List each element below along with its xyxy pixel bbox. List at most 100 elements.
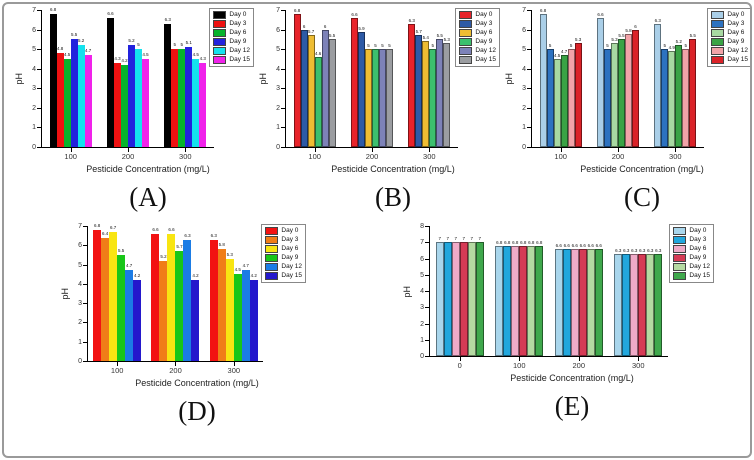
bar-value-label: 6.8 [512,239,519,245]
bar: 5.4 [422,36,430,147]
legend-swatch [213,38,227,46]
y-tick-mark [83,264,87,266]
y-tick-label: 6 [420,255,424,263]
bar: 6 [300,24,308,147]
chart-b: pH 0 1 2 3 4 5 6 7 6.8 6 5.7 4.6 6 5.5 100 6.6 5.9 5 5 5 5 200… [258,7,502,174]
legend-label: Day 3 [727,19,745,27]
chart-c: pH 0 1 2 3 4 5 6 7 6.8 5 4.5 4.7 5 5.3 100 6.6 5 5.3 5.5 5.8… [504,7,750,174]
bar: 6.3 [209,233,218,361]
bar-value-label: 5.5 [689,33,696,39]
legend-item: Day 0 [459,11,496,19]
bar-value-label: 6.6 [563,242,570,248]
bar: 6.3 [630,248,639,356]
bar: 6.6 [578,243,587,356]
legend-label: Day 15 [281,271,302,279]
y-tick-label: 5 [522,46,526,54]
bar: 4.2 [120,58,128,147]
bar: 6.3 [654,18,662,147]
y-axis: 0 1 2 3 4 5 6 7 [25,7,41,151]
bar-value-label: 5 [388,43,391,49]
bar-value-label: 4.5 [142,51,149,57]
bar: 5.5 [689,34,697,147]
bar: 5 [603,44,611,147]
legend-item: Day 12 [265,263,302,271]
legend-swatch [673,272,687,280]
bar: 5.7 [175,245,184,361]
legend-swatch [265,272,279,280]
bar: 5 [378,44,386,147]
legend-swatch [459,47,473,55]
bar-value-label: 6.3 [655,247,662,253]
bar-value-label: 5.7 [415,29,422,35]
bar: 6.8 [519,240,528,356]
bar: 6.8 [511,240,520,356]
y-tick-label: 8 [420,223,424,230]
legend-label: Day 6 [689,244,707,252]
bar: 5 [661,44,669,147]
x-tick-label: 100 [64,152,77,161]
bar: 5.7 [307,30,315,147]
bar-group: 6.8 6 5.7 4.6 6 5.5 100 [293,8,336,161]
bar: 4.2 [191,273,200,361]
legend-label: Day 0 [229,10,247,18]
y-tick-label: 1 [420,336,424,344]
bar: 6 [321,24,329,147]
bar-group: 6.3 5 4.9 5.2 5 5.5 300 [654,10,697,161]
legend-item: Day 9 [711,38,748,46]
y-tick-label: 6 [78,242,82,250]
legend-item: Day 12 [459,47,496,55]
bar: 6.8 [93,223,102,361]
legend-swatch [213,20,227,28]
y-tick-mark [83,341,87,343]
legend-swatch [673,236,687,244]
legend-swatch [265,254,279,262]
bar: 4.6 [314,51,322,147]
bar-value-label: 4.6 [315,50,322,56]
bar-value-label: 6.6 [587,242,594,248]
legend-label: Day 12 [475,46,496,54]
bar: 6.3 [638,248,647,356]
y-tick-label: 5 [32,46,36,54]
y-tick-mark [37,68,41,70]
bar: 6.8 [49,7,57,147]
bar: 5.3 [225,252,234,361]
y-tick-label: 2 [420,320,424,328]
bar: 7 [451,237,460,356]
y-axis-label: pH [14,73,24,85]
bar-value-label: 5.2 [675,39,682,45]
y-tick-label: 6 [276,26,280,34]
legend-label: Day 9 [727,37,745,45]
bar-value-label: 6.6 [571,242,578,248]
y-tick-mark [281,88,285,90]
legend-swatch [459,11,473,19]
bar-value-label: 4.9 [668,45,675,51]
bar-value-label: 4.7 [85,48,92,54]
y-tick-label: 5 [276,46,280,54]
bar-value-label: 4.2 [192,273,199,278]
y-tick-label: 6 [32,26,36,34]
y-tick-label: 4 [32,65,36,73]
y-tick-label: 0 [420,353,424,360]
bar-value-label: 5.2 [160,253,167,259]
legend-label: Day 15 [689,271,710,279]
bar: 4.7 [560,49,568,147]
x-axis-label: Pesticide Concentration (mg/L) [331,164,455,174]
legend-item: Day 3 [213,20,250,28]
bar: 6.4 [101,231,110,361]
bar: 5.8 [217,243,226,361]
y-tick-mark [527,88,531,90]
bar-value-label: 5.7 [308,29,315,35]
legend-item: Day 12 [213,47,250,55]
bar: 6.3 [408,18,416,147]
bar-value-label: 5.4 [422,35,429,41]
bar-value-label: 5.8 [218,242,225,248]
bar-value-label: 6 [634,23,637,29]
bar-value-label: 5 [606,43,609,49]
chart-a: pH 0 1 2 3 4 5 6 7 6.8 4.8 4.5 5.5 5.2 4.7 100 6.6 4.3 4.2… [14,7,256,174]
bar: 6.6 [594,243,603,356]
y-tick-label: 7 [276,7,280,14]
panel-caption-d: (D) [178,396,216,426]
bar-value-label: 4.5 [64,51,71,57]
legend-label: Day 0 [281,226,299,234]
